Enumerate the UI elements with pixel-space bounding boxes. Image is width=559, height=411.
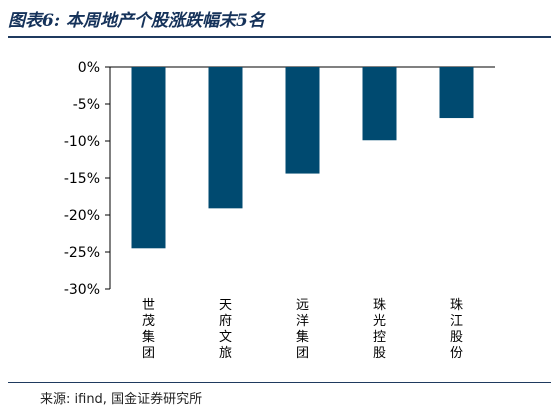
x-tick-label: 份 — [450, 346, 463, 361]
y-tick-label: -5% — [73, 97, 100, 113]
x-tick-label: 股 — [450, 330, 463, 345]
x-tick-label: 团 — [142, 346, 155, 361]
x-tick-label: 团 — [296, 346, 309, 361]
x-tick-label: 旅 — [219, 346, 232, 361]
x-tick-label: 府 — [219, 314, 232, 329]
footer-divider — [8, 382, 551, 383]
bar — [439, 67, 474, 119]
x-tick-label: 珠 — [373, 298, 386, 313]
x-tick-label: 股 — [373, 346, 386, 361]
bar — [208, 67, 243, 209]
y-tick-label: -30% — [64, 282, 100, 298]
x-tick-label: 茂 — [142, 314, 155, 329]
x-tick-label: 文 — [219, 330, 232, 345]
chart-title: 图表6: 本周地产个股涨跌幅末5名 — [8, 11, 265, 31]
x-tick-label: 光 — [373, 314, 386, 329]
bar — [131, 67, 166, 249]
x-tick-label: 洋 — [296, 314, 309, 329]
x-tick-label: 集 — [142, 329, 155, 345]
source-note: 来源: ifind, 国金证券研究所 — [40, 392, 203, 407]
y-tick-label: -20% — [64, 208, 100, 224]
x-tick-label: 珠 — [450, 298, 463, 313]
y-tick-label: -15% — [64, 171, 100, 187]
bar-chart: 0%-5%-10%-15%-20%-25%-30%世茂集团天府文旅远洋集团珠光控… — [64, 60, 495, 361]
bar — [285, 67, 320, 174]
y-tick-label: -25% — [64, 245, 100, 261]
y-tick-label: -10% — [64, 134, 100, 150]
y-tick-label: 0% — [78, 60, 100, 76]
x-tick-label: 天 — [219, 298, 232, 313]
x-tick-label: 控 — [373, 330, 386, 345]
x-tick-label: 集 — [296, 329, 309, 345]
x-tick-label: 世 — [142, 298, 155, 313]
x-tick-label: 江 — [450, 314, 463, 329]
x-tick-label: 远 — [296, 298, 309, 313]
title-divider — [8, 36, 551, 38]
bar — [362, 67, 397, 141]
